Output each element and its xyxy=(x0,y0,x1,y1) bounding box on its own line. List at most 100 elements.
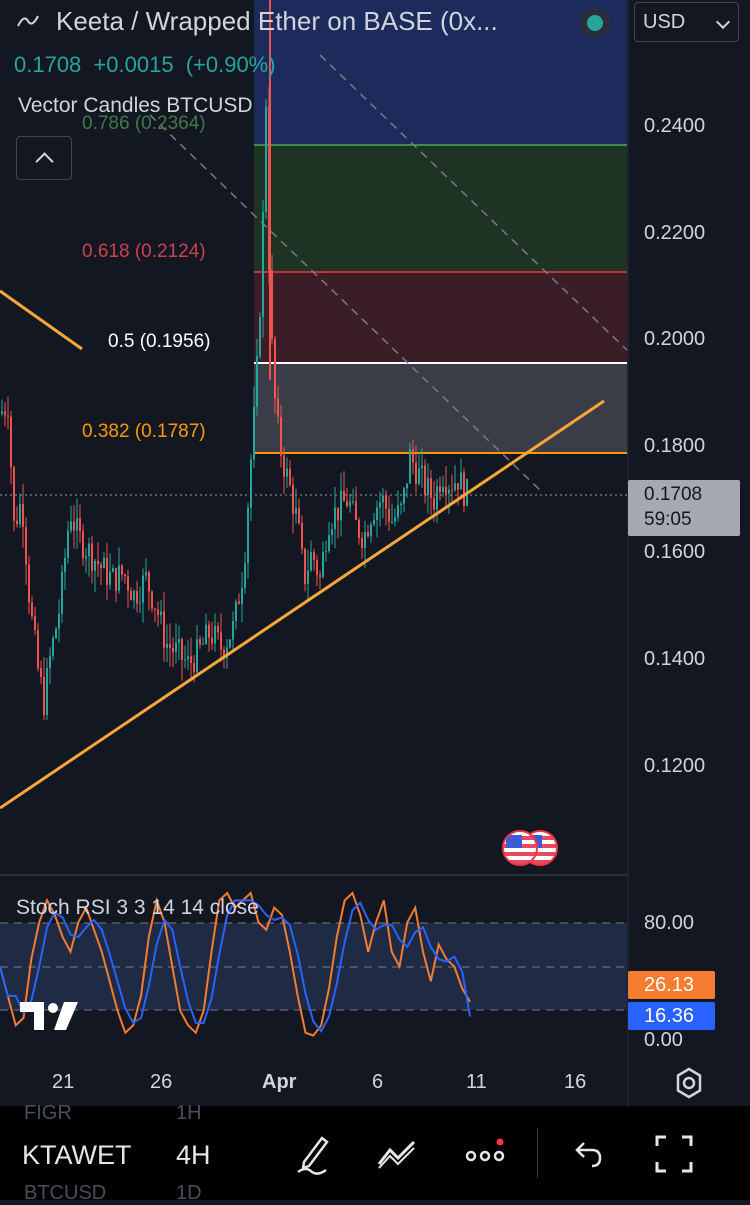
chart-title[interactable]: Keeta / Wrapped Ether on BASE (0x... xyxy=(17,6,498,37)
candle-body xyxy=(385,495,387,509)
stoch-d-line xyxy=(0,899,471,1034)
settings-gear-icon[interactable] xyxy=(672,1066,706,1100)
x-tick: 6 xyxy=(372,1071,384,1093)
candle-body xyxy=(433,497,435,510)
candle-body xyxy=(460,472,462,490)
candle-body xyxy=(445,486,447,494)
candle-body xyxy=(361,537,363,548)
candle-body xyxy=(355,501,357,520)
price-change: +0.0015 xyxy=(93,52,174,77)
candle-body xyxy=(307,570,309,584)
candle-body xyxy=(34,616,36,631)
chart-title-text: Keeta / Wrapped Ether on BASE (0x... xyxy=(56,6,498,36)
candle-body xyxy=(424,465,426,496)
candle-body xyxy=(319,575,321,577)
candle-body xyxy=(331,529,333,536)
candle-body xyxy=(217,625,219,633)
candle-body xyxy=(457,483,459,490)
currency-select[interactable]: USD xyxy=(634,2,739,42)
candle-body xyxy=(109,571,111,585)
dashed-trend-line-2 xyxy=(319,54,628,351)
candle-body xyxy=(415,462,417,484)
candle-body xyxy=(196,639,198,673)
x-tick: Apr xyxy=(262,1071,297,1093)
candle-body xyxy=(406,483,408,489)
candle-body xyxy=(73,521,75,531)
candle-body xyxy=(316,560,318,576)
candle-body xyxy=(367,532,369,537)
candle-body xyxy=(118,565,120,591)
candle-body xyxy=(208,624,210,638)
candle-body xyxy=(136,591,138,604)
candle-body xyxy=(76,518,78,531)
us-flag-icon[interactable] xyxy=(502,830,538,866)
interval-button[interactable]: 4H xyxy=(176,1140,211,1170)
candle-body xyxy=(133,591,135,601)
support-trendline[interactable] xyxy=(0,399,605,810)
price-change-pct: (+0.90%) xyxy=(185,52,276,77)
candle-body xyxy=(211,637,213,644)
candle-body xyxy=(253,406,255,460)
stoch-k-tag: 26.13 xyxy=(628,971,715,999)
candle-body xyxy=(382,495,384,503)
fullscreen-icon[interactable] xyxy=(654,1134,694,1174)
candle-body xyxy=(376,507,378,521)
candle-body xyxy=(280,416,282,456)
candle-body xyxy=(295,508,297,514)
drawing-pen-icon[interactable] xyxy=(294,1132,334,1176)
candle-body xyxy=(391,521,393,523)
candle-body xyxy=(328,535,330,552)
candle-body xyxy=(154,608,156,610)
candle-body xyxy=(31,602,33,617)
symbol-button[interactable]: KTAWET xyxy=(22,1140,132,1170)
candle-body xyxy=(238,601,240,604)
candle-body xyxy=(388,508,390,522)
indicators-chart-icon[interactable] xyxy=(376,1136,420,1172)
candle-body xyxy=(163,611,165,648)
candle-body xyxy=(16,520,18,525)
ghost-interval-2: 1D xyxy=(176,1182,202,1204)
candle-body xyxy=(334,507,336,530)
candle-body xyxy=(184,659,186,661)
collapse-legend-button[interactable] xyxy=(16,136,72,180)
indicator-label[interactable]: Vector Candles BTCUSD xyxy=(18,94,253,117)
candle-body xyxy=(91,543,93,571)
dashed-trend-line-1 xyxy=(149,114,541,491)
x-tick: 16 xyxy=(564,1071,587,1093)
candle-body xyxy=(40,668,42,677)
y-tick: 0.1800 xyxy=(644,435,706,457)
stoch-d-tag: 16.36 xyxy=(628,1002,715,1030)
candle-body xyxy=(286,468,288,477)
candle-body xyxy=(49,655,51,669)
economic-events[interactable] xyxy=(500,830,562,868)
candle-body xyxy=(337,507,339,521)
candle-body xyxy=(448,489,450,494)
stoch-k-value: 26.13 xyxy=(644,974,695,996)
candle-body xyxy=(325,551,327,553)
y-tick: 0.1400 xyxy=(644,648,706,670)
stoch-rsi-label[interactable]: Stoch RSI 3 3 14 14 close xyxy=(16,896,259,919)
candle-body xyxy=(7,415,9,417)
undo-icon[interactable] xyxy=(572,1138,606,1170)
candle-body xyxy=(235,601,237,622)
stoch-d-value: 16.36 xyxy=(644,1005,695,1027)
candle-body xyxy=(19,503,21,525)
candle-body xyxy=(64,557,66,572)
candle-body xyxy=(340,490,342,521)
candle-body xyxy=(160,611,162,616)
candle-body xyxy=(370,524,372,537)
y-tick: 0.1200 xyxy=(644,755,706,777)
candle-body xyxy=(250,459,252,508)
last-price-tag: 0.1708 59:05 xyxy=(628,480,740,536)
candle-body xyxy=(271,270,273,339)
market-status-icon[interactable] xyxy=(580,8,610,38)
candle-body xyxy=(412,449,414,463)
candle-body xyxy=(148,572,150,592)
last-price-value: 0.1708 xyxy=(644,484,703,505)
resistance-trendline[interactable] xyxy=(0,289,83,351)
candle-body xyxy=(175,642,177,652)
candle-body xyxy=(226,647,228,659)
more-options-icon[interactable] xyxy=(464,1138,510,1168)
fib-zone-5-382 xyxy=(254,363,627,453)
